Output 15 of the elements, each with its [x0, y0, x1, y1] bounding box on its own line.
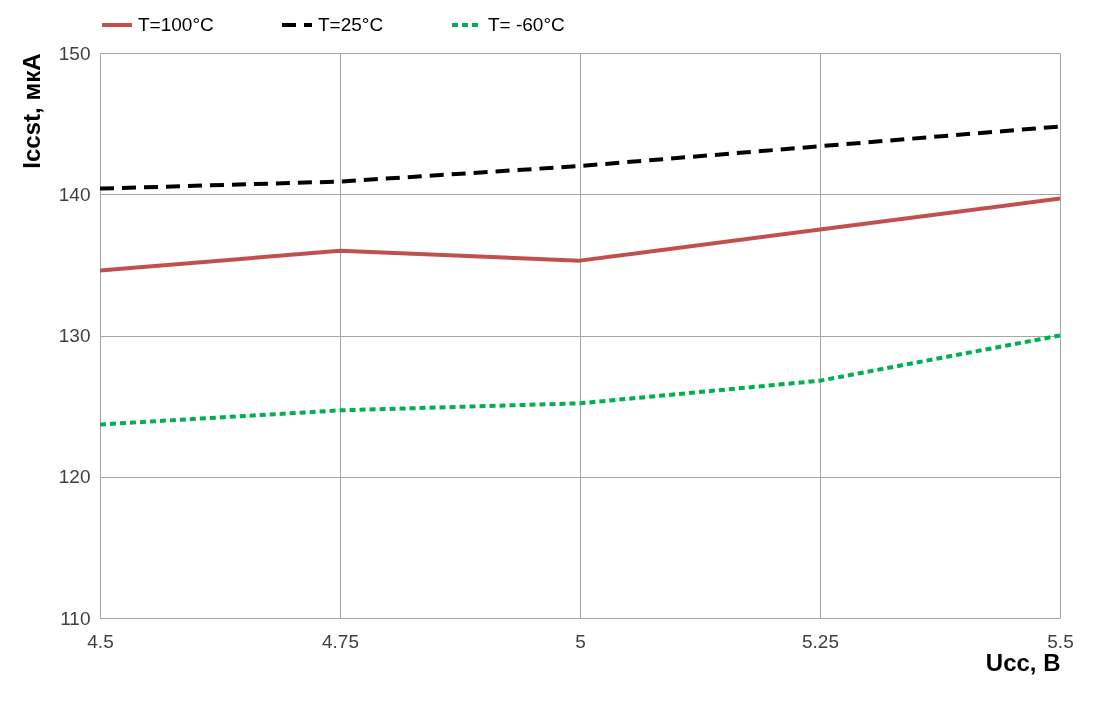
legend-label: T= -60°C — [488, 14, 565, 35]
x-tick-label: 4.75 — [322, 630, 359, 652]
y-tick-label: 140 — [58, 183, 91, 205]
y-tick-label: 130 — [58, 325, 91, 346]
line-series — [98, 333, 1062, 427]
legend-label: T=100°C — [138, 14, 214, 35]
y-tick-label: 120 — [58, 466, 91, 488]
legend-label: T=25°C — [318, 14, 384, 35]
line-series — [98, 196, 1062, 273]
y-tick-label: 150 — [58, 42, 91, 64]
x-tick-label: 5 — [575, 630, 586, 652]
y-tick-label: 110 — [60, 607, 91, 629]
x-tick-label: 5.25 — [802, 630, 839, 652]
y-axis-title: Iccst, мкА — [17, 53, 45, 169]
x-tick-label: 4.5 — [87, 630, 114, 652]
